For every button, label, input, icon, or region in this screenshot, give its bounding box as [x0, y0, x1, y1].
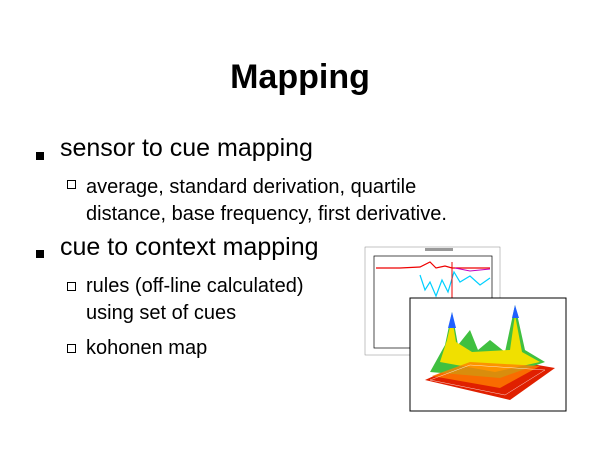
sub-bullet-text: using set of cues	[86, 302, 237, 324]
bullet-text: sensor to cue mapping	[60, 134, 313, 162]
sub-bullet-marker	[67, 344, 76, 353]
sub-bullet-text: distance, base frequency, first derivati…	[86, 203, 447, 225]
kohonen-map-thumbnail	[409, 297, 567, 412]
slide-title: Mapping	[230, 58, 370, 96]
sub-bullet-marker	[67, 180, 76, 189]
sub-bullet-text: kohonen map	[86, 337, 208, 359]
sub-bullet-text: rules (off-line calculated)	[86, 275, 304, 297]
bullet-marker	[36, 152, 44, 160]
bullet-text: cue to context mapping	[60, 233, 319, 261]
sub-bullet-marker	[67, 282, 76, 291]
sub-bullet-text: average, standard derivation, quartile	[86, 176, 417, 198]
bullet-marker	[36, 250, 44, 258]
